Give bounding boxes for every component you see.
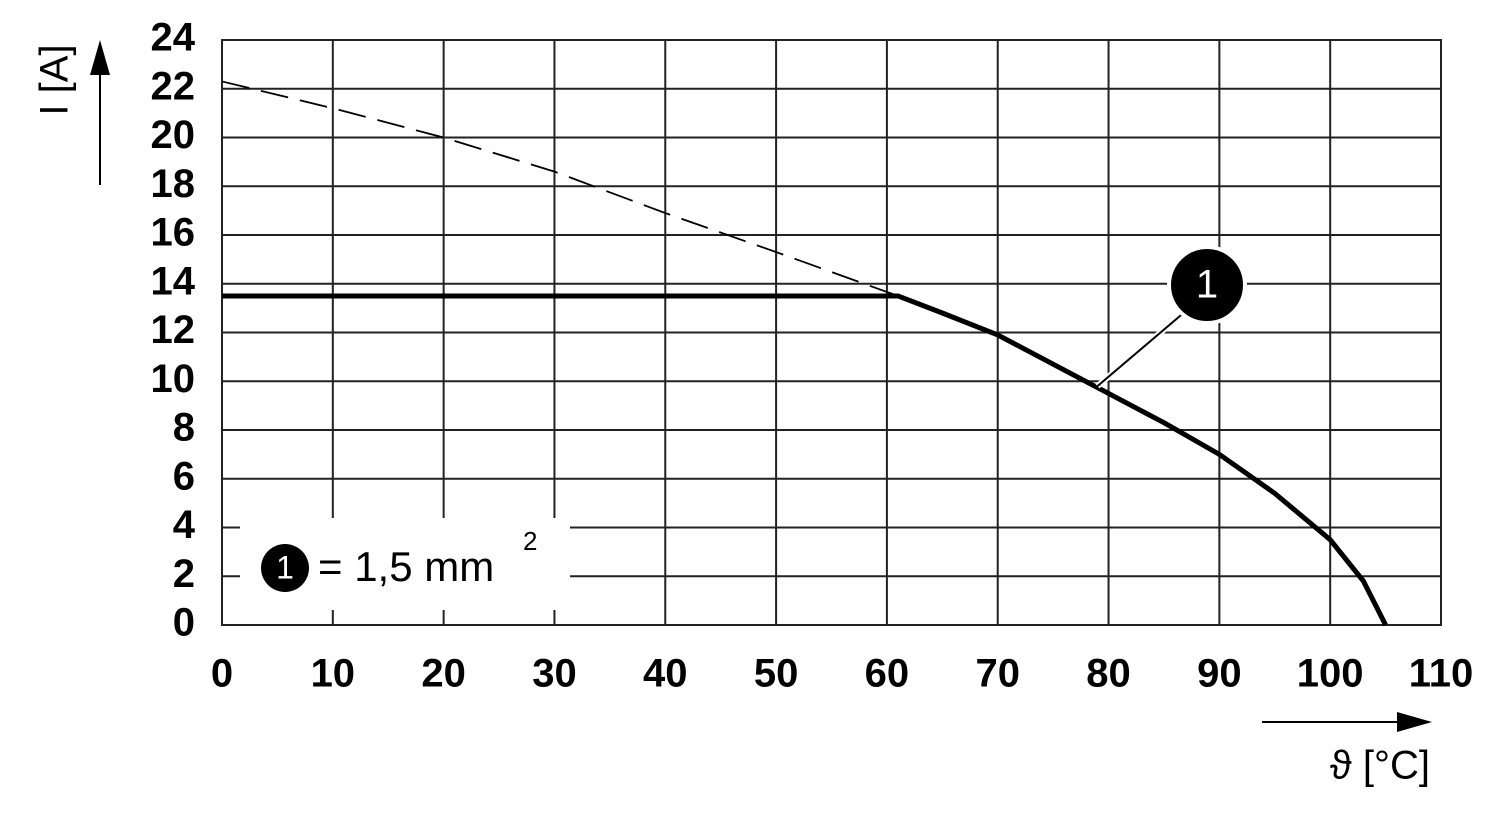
- y-tick-label: 22: [151, 64, 196, 108]
- y-tick-label: 24: [151, 16, 196, 60]
- y-tick-label: 0: [173, 601, 195, 645]
- x-tick-label: 60: [865, 652, 910, 696]
- y-tick-label: 4: [173, 503, 196, 547]
- y-tick-label: 10: [151, 357, 196, 401]
- solid-line: [222, 293, 1388, 627]
- x-tick-label: 10: [311, 652, 356, 696]
- leader-line: [1096, 309, 1188, 387]
- x-tick-label: 0: [211, 652, 233, 696]
- y-tick-label: 12: [151, 308, 196, 352]
- y-axis-label: I [A]: [33, 44, 77, 115]
- x-tick-label: 90: [1197, 652, 1242, 696]
- y-tick-label: 8: [173, 406, 195, 450]
- legend-superscript: 2: [523, 526, 537, 556]
- legend-marker-label: 1: [276, 549, 294, 585]
- y-axis-arrowhead: [90, 40, 110, 75]
- x-tick-label: 20: [421, 652, 466, 696]
- x-tick-label: 110: [1409, 652, 1474, 696]
- y-tick-label: 14: [151, 259, 196, 303]
- x-tick-label: 50: [754, 652, 799, 696]
- x-axis-arrowhead: [1397, 712, 1432, 732]
- x-tick-label: 40: [643, 652, 688, 696]
- y-tick-label: 16: [151, 211, 196, 255]
- x-tick-label: 30: [532, 652, 577, 696]
- x-tick-label: 70: [975, 652, 1020, 696]
- annotation-marker: [1167, 245, 1247, 325]
- y-tick-label: 18: [151, 162, 196, 206]
- y-tick-label: 20: [151, 113, 196, 157]
- y-tick-label: 2: [173, 552, 195, 596]
- annotation-label: 1: [1196, 263, 1218, 307]
- legend-marker: [261, 544, 309, 592]
- dashed-line: [221, 80, 899, 297]
- y-tick-label: 6: [173, 454, 195, 498]
- x-tick-label: 80: [1086, 652, 1131, 696]
- x-tick-label: 100: [1297, 652, 1364, 696]
- x-axis-label: ϑ [°C]: [1330, 744, 1430, 788]
- legend-text: = 1,5 mm: [318, 543, 494, 590]
